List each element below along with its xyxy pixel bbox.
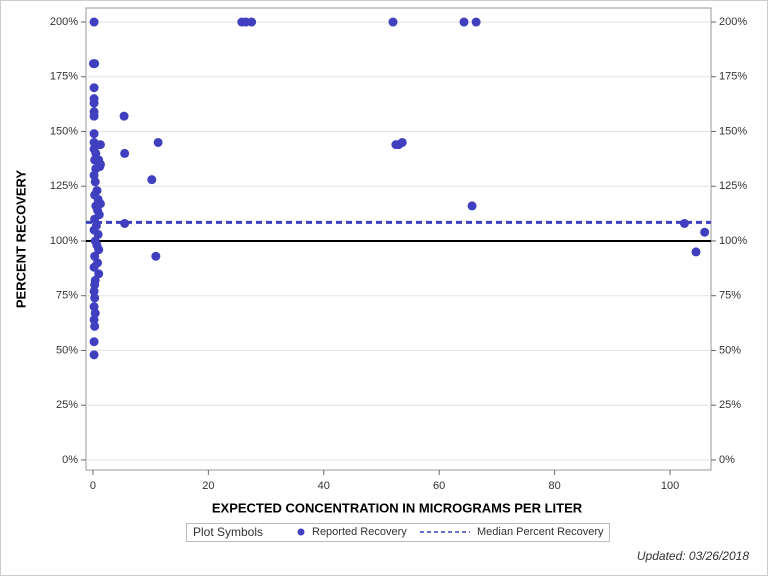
- y-tick-label: 0%: [62, 454, 78, 466]
- legend-title: Plot Symbols: [193, 525, 263, 539]
- footer: Updated: 03/26/2018: [637, 549, 749, 563]
- data-point: [700, 227, 710, 237]
- y-tick-label: 75%: [56, 290, 78, 302]
- data-point: [89, 315, 99, 325]
- x-tick-label: 40: [318, 480, 330, 492]
- data-point: [89, 262, 99, 272]
- data-point: [89, 129, 99, 139]
- data-point: [89, 111, 99, 121]
- x-tick-label: 20: [202, 480, 214, 492]
- y2-tick-label: 175%: [719, 71, 747, 83]
- data-point: [90, 59, 100, 69]
- data-point: [89, 350, 99, 360]
- y-tick-label: 25%: [56, 399, 78, 411]
- data-point: [120, 218, 130, 228]
- data-point: [397, 137, 407, 147]
- x-tick-label: 0: [90, 480, 96, 492]
- data-point: [95, 140, 105, 150]
- legend-label: Reported Recovery: [312, 526, 407, 538]
- y2-tick-label: 100%: [719, 235, 747, 247]
- y-tick-label: 125%: [50, 180, 78, 192]
- data-point: [679, 218, 689, 228]
- x-tick-label: 100: [661, 480, 679, 492]
- data-point: [388, 17, 398, 27]
- data-point: [89, 98, 99, 108]
- y2-tick-label: 25%: [719, 399, 741, 411]
- legend-marker: [297, 528, 305, 536]
- x-tick-label: 60: [433, 480, 445, 492]
- data-point: [119, 111, 129, 121]
- data-point: [459, 17, 469, 27]
- y-axis-label: PERCENT RECOVERY: [13, 170, 28, 309]
- legend-label: Median Percent Recovery: [477, 526, 604, 538]
- plot-area: [85, 7, 712, 471]
- y2-tick-label: 200%: [719, 16, 747, 28]
- data-point: [89, 83, 99, 93]
- x-axis-label: EXPECTED CONCENTRATION IN MICROGRAMS PER…: [212, 500, 583, 515]
- data-point: [153, 137, 163, 147]
- data-point: [89, 337, 99, 347]
- data-point: [151, 251, 161, 261]
- y2-tick-label: 50%: [719, 344, 741, 356]
- y2-tick-label: 0%: [719, 454, 735, 466]
- y2-tick-label: 150%: [719, 125, 747, 137]
- y-tick-label: 200%: [50, 16, 78, 28]
- data-point: [90, 293, 100, 303]
- data-point: [90, 177, 100, 187]
- data-point: [247, 17, 257, 27]
- y-tick-label: 100%: [50, 235, 78, 247]
- data-point: [89, 17, 99, 27]
- data-point: [120, 148, 130, 158]
- legend-box: [186, 523, 610, 542]
- data-point: [90, 280, 100, 290]
- data-point: [90, 321, 100, 331]
- y-tick-label: 150%: [50, 125, 78, 137]
- y-tick-label: 175%: [50, 71, 78, 83]
- data-point: [467, 201, 477, 211]
- y-tick-label: 50%: [56, 344, 78, 356]
- x-tick-label: 80: [548, 480, 560, 492]
- data-point: [471, 17, 481, 27]
- y2-tick-label: 125%: [719, 180, 747, 192]
- data-point: [147, 175, 157, 185]
- data-point: [94, 245, 104, 255]
- data-point: [89, 286, 99, 296]
- data-point: [691, 247, 701, 257]
- y2-tick-label: 75%: [719, 290, 741, 302]
